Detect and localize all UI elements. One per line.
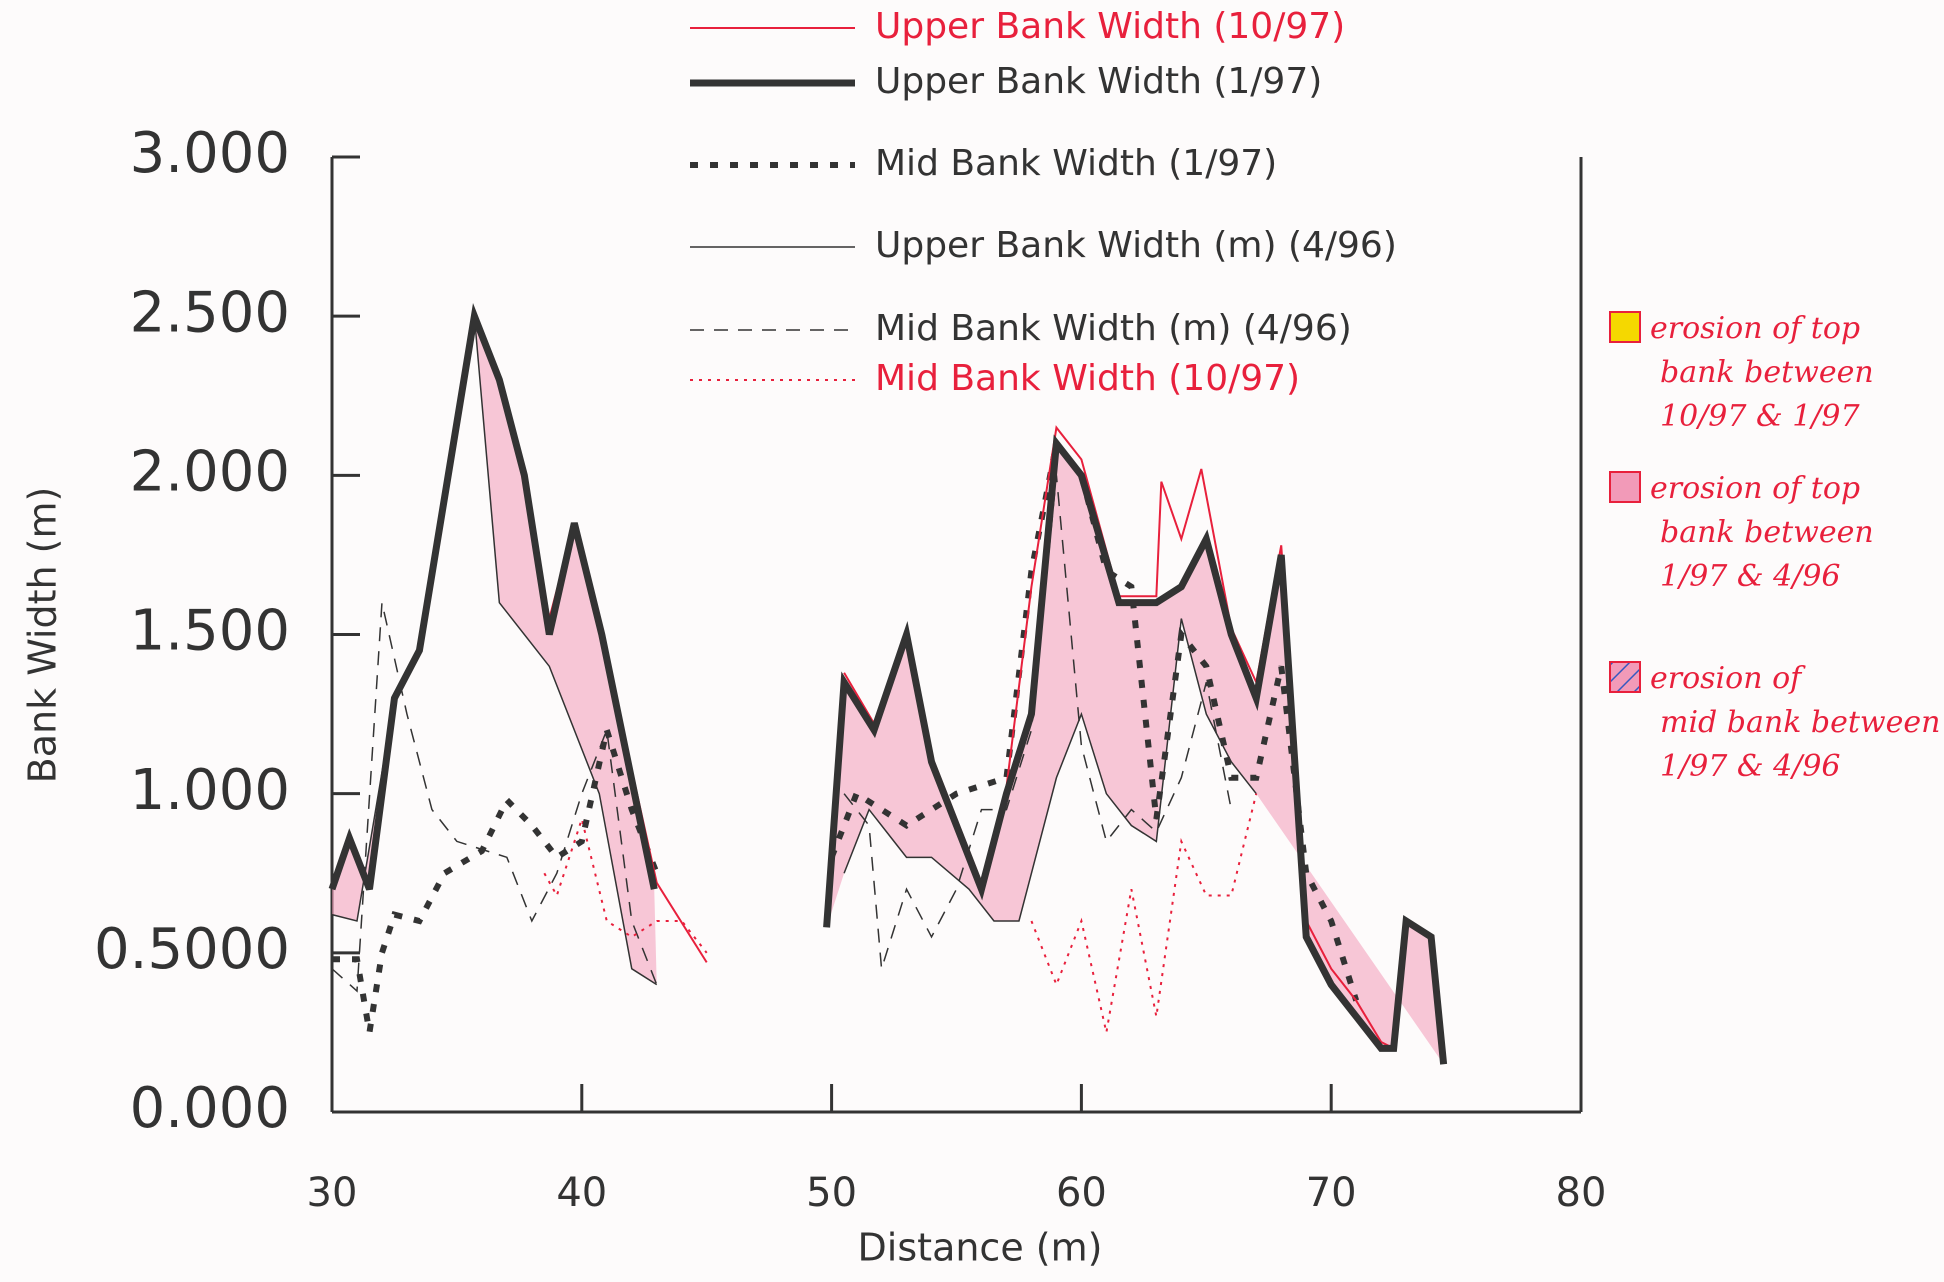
x-tick-label: 60 [1056,1170,1107,1216]
y-tick-label: 1.000 [130,758,290,823]
annotation-text: 1/97 & 4/96 [1660,749,1841,784]
y-tick-label: 0.5000 [94,917,290,982]
legend-label: Upper Bank Width (1/97) [875,61,1322,102]
series-line [331,316,658,986]
x-axis-label: Distance (m) [858,1226,1103,1270]
annotation-text: erosion of top [1650,311,1860,346]
x-tick-label: 80 [1556,1170,1607,1216]
annotation-text: bank between [1660,515,1874,550]
series-line [823,434,1448,1065]
y-tick-label: 3.000 [130,121,290,186]
annotation-swatch [1609,471,1641,503]
legend: Upper Bank Width (10/97) Upper Bank Width… [690,6,1397,399]
legend-label: Mid Bank Width (1/97) [875,143,1277,184]
series-line [328,303,658,891]
legend-label: Upper Bank Width (m) (4/96) [875,225,1397,266]
annotation-text: 10/97 & 1/97 [1660,399,1861,434]
y-tick-label: 2.000 [130,439,290,504]
annotation-text: mid bank between [1660,705,1940,740]
plot-area: 0.000 0.5000 1.000 1.500 2.000 2.500 3.000 30 40… [94,121,1606,1216]
y-axis-label: Bank Width (m) [21,487,65,784]
annotation-text: erosion of top [1650,471,1860,506]
erosion-shading [826,443,1444,1065]
annotations: erosion of top bank between 10/97 & 1/97 er… [1609,311,1940,784]
series-line [332,718,660,1033]
legend-label: Mid Bank Width (10/97) [875,358,1300,399]
x-tick-label: 70 [1306,1170,1357,1216]
erosion-shading [332,316,657,985]
y-tick-label: 2.500 [130,280,290,345]
series-line [543,815,708,954]
y-tick-label: 1.500 [130,599,290,664]
x-tick-label: 40 [556,1170,607,1216]
x-tick-label: 30 [307,1170,358,1216]
annotation-swatch [1609,311,1641,343]
legend-label: Upper Bank Width (10/97) [875,6,1345,47]
series-line [1030,793,1258,1033]
annotation-text: bank between [1660,355,1874,390]
annotation-text: 1/97 & 4/96 [1660,559,1841,594]
annotation-swatch [1609,661,1641,693]
legend-label: Mid Bank Width (m) (4/96) [875,308,1352,349]
x-tick-label: 50 [806,1170,857,1216]
annotation-text: erosion of [1650,661,1806,696]
series-line [331,602,658,993]
series-line [828,436,1360,1002]
series-line [843,618,1257,922]
y-tick-label: 0.000 [130,1076,290,1141]
